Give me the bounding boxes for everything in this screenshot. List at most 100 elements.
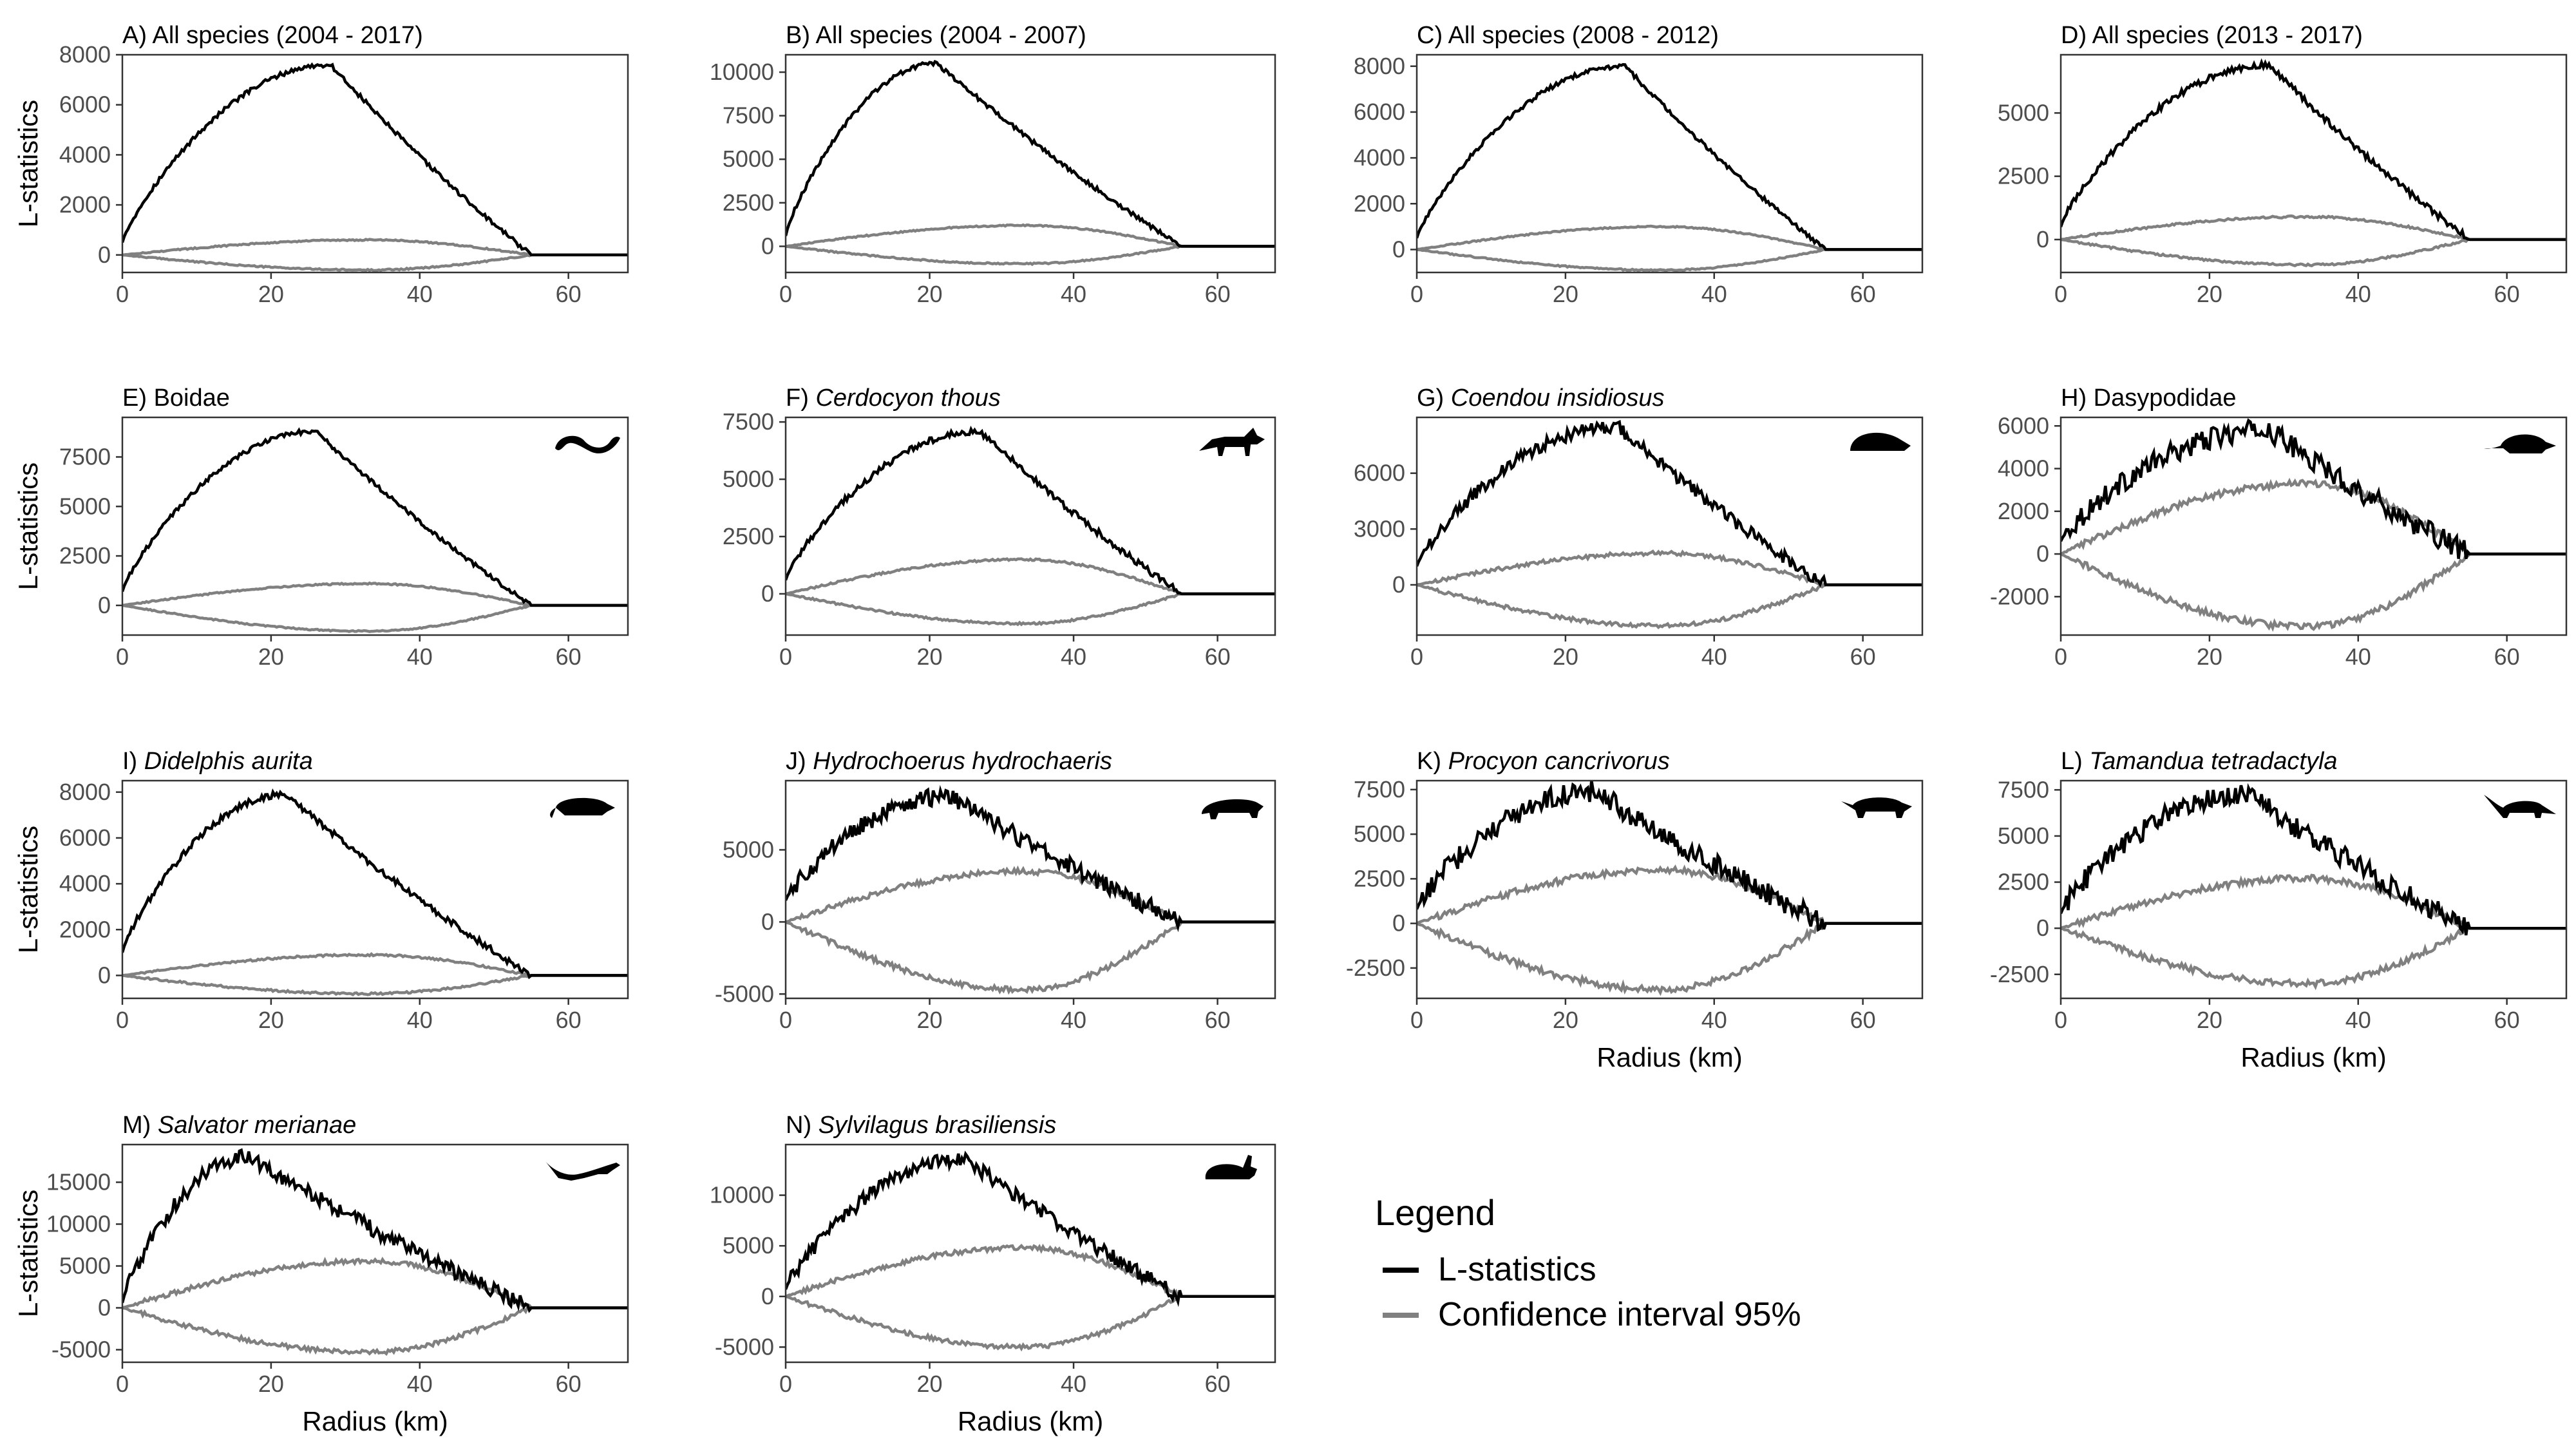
y-tick-label: -2000 — [1990, 583, 2049, 609]
panel-e-border — [121, 416, 629, 636]
y-tick-label: 0 — [1392, 910, 1405, 937]
panel-n-title-name: Sylvilagus brasiliensis — [819, 1112, 1057, 1139]
y-tick-label: 8000 — [59, 41, 111, 68]
panel-f-title-prefix: F) — [786, 385, 815, 412]
y-tick-label: 5000 — [723, 836, 774, 862]
panel-g-series — [1417, 419, 1922, 629]
panel-h-title-prefix: H) — [2061, 385, 2094, 412]
y-tick-label: 7500 — [723, 408, 774, 435]
panel-j-series — [786, 785, 1275, 995]
y-tick-label: 2000 — [59, 191, 111, 218]
x-tick-label: 60 — [2494, 281, 2520, 307]
x-tick-label: 40 — [1701, 643, 1727, 670]
panel-k-title-prefix: K) — [1417, 748, 1448, 775]
x-tick-label: 40 — [1701, 281, 1727, 307]
panel-a-series — [122, 62, 628, 272]
ci-lower-line — [1417, 583, 1922, 629]
y-tick-label: 0 — [1392, 236, 1405, 262]
snake-icon — [555, 435, 620, 453]
panel-b-title-name: All species (2004 - 2007) — [815, 22, 1086, 49]
panel-c-title: C) All species (2008 - 2012) — [1417, 22, 1719, 49]
x-axis-title: Radius (km) — [2240, 1042, 2386, 1072]
x-axis-title: Radius (km) — [302, 1406, 448, 1436]
panel-n-series — [786, 1150, 1275, 1352]
y-tick-label: 10000 — [710, 1182, 774, 1208]
panel-l-title-name: Tamandua tetradactyla — [2089, 748, 2337, 775]
panel-b-title: B) All species (2004 - 2007) — [786, 22, 1086, 49]
y-axis-title: L-statistics — [13, 462, 43, 590]
x-tick-label: 0 — [116, 1007, 129, 1033]
x-tick-label: 60 — [556, 1371, 582, 1397]
x-tick-label: 20 — [1553, 643, 1578, 670]
y-tick-label: 2500 — [59, 542, 111, 569]
x-tick-label: 60 — [1850, 281, 1876, 307]
x-tick-label: 40 — [407, 1371, 433, 1397]
x-axis-title: Radius (km) — [1596, 1042, 1742, 1072]
y-tick-label: 2500 — [723, 189, 774, 216]
y-tick-label: 0 — [98, 1295, 111, 1321]
l-statistics-line — [2061, 783, 2566, 936]
panel-h-border — [2060, 416, 2568, 636]
x-tick-label: 60 — [1205, 643, 1231, 670]
panel-h-series — [2061, 418, 2566, 633]
ci-upper-line — [2061, 477, 2566, 556]
panel-l-series — [2061, 783, 2566, 991]
x-tick-label: 0 — [779, 1371, 792, 1397]
panel-n-title-prefix: N) — [786, 1112, 819, 1139]
panel-g-title-prefix: G) — [1417, 385, 1451, 412]
ci-lower-line — [2061, 552, 2566, 633]
ci-upper-line — [1417, 549, 1922, 587]
panel-d: D) All species (2013 - 2017) 0 20 40 60 0 2500… — [1998, 22, 2568, 307]
panel-j-title-name: Hydrochoerus hydrochaeris — [813, 748, 1112, 775]
panel-a-title-prefix: A) — [122, 22, 152, 49]
y-tick-label: 10000 — [710, 59, 774, 85]
x-tick-label: 20 — [2197, 643, 2222, 670]
panel-e-title-prefix: E) — [122, 385, 154, 412]
x-tick-label: 0 — [2054, 643, 2067, 670]
l-statistics-line — [786, 1150, 1275, 1308]
y-tick-label: 7500 — [1354, 776, 1405, 803]
x-tick-label: 40 — [1701, 1007, 1727, 1033]
y-tick-label: 6000 — [1998, 412, 2049, 439]
x-tick-label: 60 — [1850, 1007, 1876, 1033]
y-tick-label: 5000 — [723, 466, 774, 492]
legend-title: Legend — [1375, 1192, 1495, 1233]
panel-k-title-name: Procyon cancrivorus — [1448, 748, 1670, 775]
y-tick-label: 6000 — [59, 824, 111, 851]
y-tick-label: 4000 — [59, 870, 111, 897]
panel-b-title-prefix: B) — [786, 22, 815, 49]
panel-b-series — [786, 59, 1275, 267]
panel-h-title: H) Dasypodidae — [2061, 385, 2236, 412]
x-tick-label: 20 — [917, 643, 943, 670]
panel-d-title-prefix: D) — [2061, 22, 2092, 49]
l-statistics-line — [1417, 781, 1922, 933]
y-axis-title: L-statistics — [13, 826, 43, 953]
y-tick-label: 0 — [2036, 540, 2049, 567]
panel-e-title: E) Boidae — [122, 385, 230, 412]
panel-f: F) Cerdocyon thous 0 20 40 60 0 2500 5000 7500 — [723, 385, 1276, 670]
fox-icon — [1199, 428, 1265, 456]
ci-upper-line — [2061, 214, 2566, 242]
ci-upper-line — [786, 557, 1275, 596]
y-tick-label: 15000 — [46, 1169, 111, 1195]
panel-k-title: K) Procyon cancrivorus — [1417, 748, 1670, 775]
x-tick-label: 60 — [556, 1007, 582, 1033]
raccoon-icon — [1841, 797, 1912, 818]
panel-l-title-prefix: L) — [2061, 748, 2089, 775]
panel-a-border — [121, 53, 629, 274]
l-statistics-line — [786, 59, 1275, 248]
y-tick-label: 0 — [98, 592, 111, 618]
x-tick-label: 40 — [407, 643, 433, 670]
ci-upper-line — [786, 865, 1275, 925]
y-tick-label: 5000 — [723, 1232, 774, 1259]
panel-j-title: J) Hydrochoerus hydrochaeris — [786, 748, 1112, 775]
y-tick-label: 2500 — [1354, 865, 1405, 891]
panel-h: H) Dasypodidae 0 20 40 60 -2000 0 2000 4000 6000 — [1990, 385, 2568, 670]
y-axis-title: L-statistics — [13, 1190, 43, 1317]
x-tick-label: 40 — [1061, 281, 1086, 307]
panel-l-border — [2060, 779, 2568, 1000]
panel-m-title-name: Salvator merianae — [158, 1112, 356, 1139]
y-tick-label: 6000 — [1354, 99, 1405, 125]
panel-i-title-prefix: I) — [122, 748, 144, 775]
